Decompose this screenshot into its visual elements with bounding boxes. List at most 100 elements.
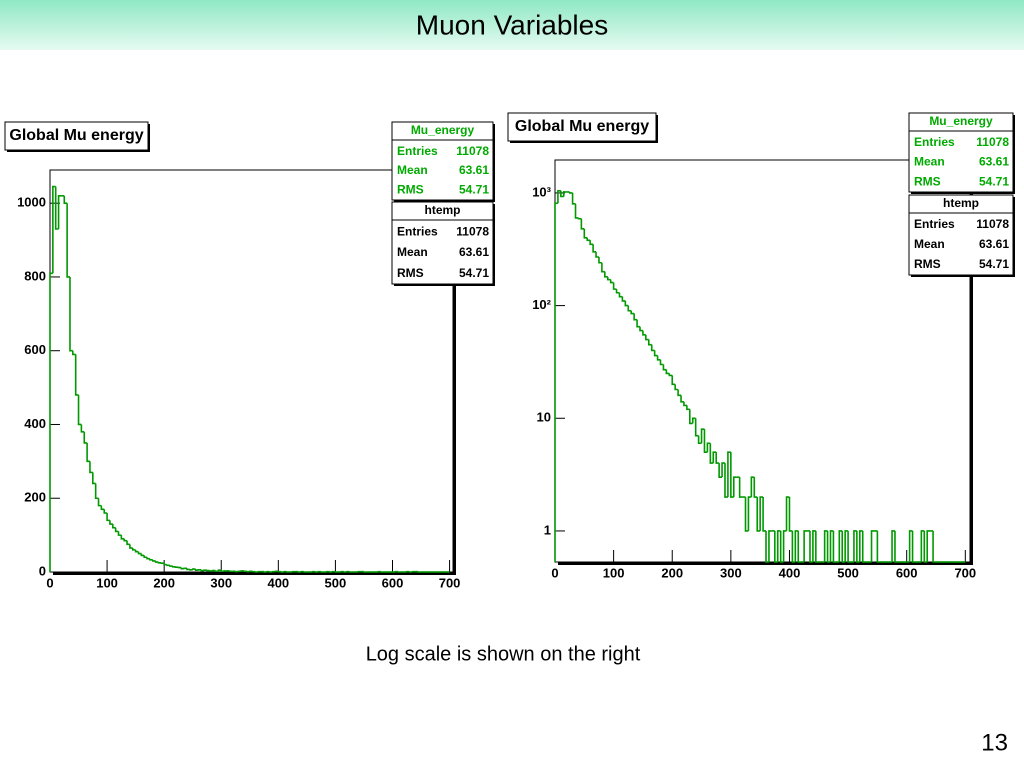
y-tick-label: 10 [537, 410, 551, 425]
histogram-bin [63, 195, 68, 204]
x-tick-label: 600 [382, 575, 404, 590]
x-tick-label: 700 [439, 575, 461, 590]
histogram-bin [137, 551, 142, 555]
histogram-bin [83, 431, 88, 444]
histogram-bin [630, 310, 635, 315]
stats-name: htemp [425, 203, 461, 217]
histogram-bin [100, 505, 105, 511]
histogram-bin [689, 409, 693, 425]
histogram-bin [191, 568, 196, 570]
histogram-bin [718, 463, 723, 478]
histogram-bin [103, 509, 108, 514]
histogram-bin [738, 477, 743, 498]
histogram-bin [721, 462, 725, 478]
histogram-bin [697, 435, 702, 445]
histogram-bin [580, 218, 585, 230]
x-tick-label: 200 [661, 565, 683, 580]
histogram-bin [803, 530, 808, 562]
histogram-bin [815, 530, 819, 563]
histogram-bin [647, 339, 652, 346]
plot-frame [49, 169, 454, 573]
stats-label: Mean [397, 245, 428, 259]
chart-title: Global Mu energy [9, 127, 143, 144]
stats-label: Mean [914, 155, 945, 169]
stats-label: Entries [914, 217, 955, 231]
stats-box [391, 121, 494, 201]
histogram-bin [598, 256, 602, 264]
histogram-bin [844, 530, 849, 562]
histogram-bin [765, 530, 769, 563]
histogram-bin [636, 319, 640, 328]
histogram-bin [642, 330, 646, 336]
plot-frame [554, 159, 971, 563]
x-tick-label: 300 [210, 575, 232, 590]
y-tick-label: 1 [544, 522, 551, 537]
histogram-bin [853, 530, 857, 562]
stats-value: 54.71 [979, 257, 1009, 271]
histogram-bin [762, 497, 767, 532]
y-tick-label: 600 [24, 342, 46, 357]
stats-box [908, 194, 1014, 276]
stats-box [391, 201, 494, 285]
stats-value: 54.71 [979, 174, 1009, 188]
y-tick-label: 10³ [532, 184, 551, 199]
slide-title: Muon Variables [416, 9, 608, 40]
histogram-bin [57, 195, 62, 230]
histogram-bin [583, 228, 588, 239]
x-tick-label: 200 [153, 575, 175, 590]
histogram-bin [92, 472, 96, 485]
histogram-bin [706, 442, 711, 453]
stats-name: Mu_energy [929, 114, 993, 128]
histogram-bin [732, 476, 737, 498]
stats-label: Entries [914, 135, 955, 149]
histogram-bin [120, 535, 125, 540]
x-tick-label: 100 [603, 565, 625, 580]
histogram-bin [577, 217, 582, 220]
y-tick-label: 400 [24, 416, 46, 431]
histogram-bin [618, 292, 623, 298]
caption: Log scale is shown on the right [366, 643, 641, 665]
histogram-bin [114, 527, 119, 533]
histogram-bin [54, 186, 59, 230]
stats-label: RMS [914, 174, 941, 188]
histogram-bin [677, 389, 682, 397]
histogram-bin [557, 189, 561, 204]
histogram-bin [589, 240, 594, 246]
page-number: 13 [981, 729, 1008, 756]
histogram-bin [633, 313, 638, 321]
x-tick-label: 0 [551, 565, 558, 580]
histogram-bin [923, 530, 928, 563]
histogram-bin [876, 530, 881, 563]
histogram-bin [861, 530, 866, 563]
histogram-bin [146, 557, 150, 560]
stats-label: Mean [397, 163, 428, 177]
x-tick-label: 500 [837, 565, 859, 580]
histogram-bin [134, 549, 139, 553]
stats-value: 54.71 [459, 183, 489, 197]
x-tick-label: 600 [896, 565, 918, 580]
histogram-bin [143, 555, 148, 559]
histogram-bin [744, 497, 749, 532]
stats-value: 54.71 [459, 266, 489, 280]
stats-label: RMS [397, 183, 424, 197]
histogram-bin [668, 373, 673, 377]
y-tick-label: 200 [24, 490, 46, 505]
histogram-bin [560, 190, 564, 198]
histogram-bin [730, 452, 734, 498]
histogram-bin [920, 530, 925, 562]
histogram-bin [932, 530, 937, 563]
histogram-bin [712, 451, 717, 464]
histogram-bin [847, 530, 852, 563]
stats-value: 63.61 [459, 245, 489, 259]
stats-label: RMS [914, 257, 941, 271]
histogram-bin [779, 530, 784, 563]
histogram-bin [66, 203, 70, 278]
x-tick-label: 100 [96, 575, 118, 590]
histogram-bin [645, 334, 649, 341]
histogram-bin [671, 375, 676, 386]
histogram-bin [592, 244, 597, 253]
x-tick-label: 400 [267, 575, 289, 590]
stats-name: htemp [943, 196, 979, 210]
histogram-bin [220, 570, 225, 573]
stats-value: 11078 [976, 217, 1009, 231]
